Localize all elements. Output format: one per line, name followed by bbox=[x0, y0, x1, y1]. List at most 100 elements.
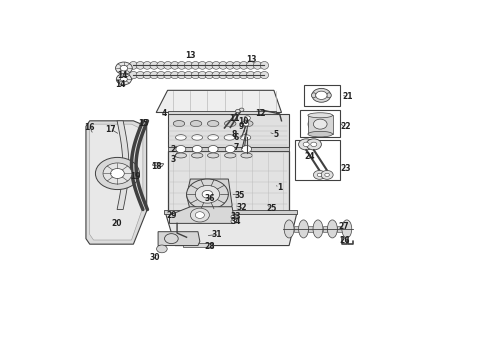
Ellipse shape bbox=[205, 72, 214, 79]
Circle shape bbox=[116, 62, 132, 74]
Circle shape bbox=[196, 185, 220, 203]
Polygon shape bbox=[308, 115, 333, 134]
Ellipse shape bbox=[233, 72, 241, 79]
Text: 33: 33 bbox=[231, 212, 241, 221]
Text: 22: 22 bbox=[340, 122, 350, 131]
Circle shape bbox=[202, 190, 213, 198]
Ellipse shape bbox=[219, 72, 227, 79]
Polygon shape bbox=[90, 124, 143, 240]
Text: 31: 31 bbox=[212, 230, 222, 239]
FancyBboxPatch shape bbox=[295, 140, 341, 180]
Polygon shape bbox=[168, 151, 289, 212]
Ellipse shape bbox=[157, 72, 165, 79]
Polygon shape bbox=[152, 162, 164, 167]
Text: 15: 15 bbox=[138, 119, 148, 128]
Circle shape bbox=[196, 212, 204, 219]
Circle shape bbox=[190, 208, 209, 222]
Text: 13: 13 bbox=[246, 55, 256, 64]
Ellipse shape bbox=[212, 62, 220, 69]
Ellipse shape bbox=[284, 220, 294, 238]
Ellipse shape bbox=[240, 62, 248, 69]
Circle shape bbox=[225, 145, 235, 153]
Ellipse shape bbox=[226, 62, 234, 69]
Text: 12: 12 bbox=[255, 109, 266, 118]
Circle shape bbox=[308, 115, 332, 133]
Circle shape bbox=[96, 157, 140, 190]
Polygon shape bbox=[156, 90, 281, 112]
Ellipse shape bbox=[260, 72, 269, 79]
Text: 18: 18 bbox=[151, 162, 162, 171]
Ellipse shape bbox=[233, 62, 241, 69]
Ellipse shape bbox=[327, 220, 337, 238]
Ellipse shape bbox=[253, 72, 262, 79]
Text: 9: 9 bbox=[239, 122, 244, 131]
FancyBboxPatch shape bbox=[303, 85, 340, 105]
Text: 14: 14 bbox=[115, 80, 125, 89]
Polygon shape bbox=[323, 226, 327, 232]
Ellipse shape bbox=[240, 135, 251, 140]
Ellipse shape bbox=[208, 135, 219, 140]
Text: 6: 6 bbox=[233, 133, 239, 142]
Ellipse shape bbox=[175, 135, 186, 140]
Text: 2: 2 bbox=[171, 145, 176, 154]
Ellipse shape bbox=[192, 153, 203, 158]
Text: 23: 23 bbox=[340, 164, 350, 173]
Ellipse shape bbox=[205, 62, 214, 69]
Polygon shape bbox=[117, 121, 129, 210]
Circle shape bbox=[316, 91, 327, 99]
Ellipse shape bbox=[157, 62, 165, 69]
Polygon shape bbox=[168, 114, 289, 147]
Circle shape bbox=[176, 145, 186, 153]
Ellipse shape bbox=[246, 72, 255, 79]
Ellipse shape bbox=[190, 121, 202, 127]
Circle shape bbox=[317, 173, 322, 176]
Text: 28: 28 bbox=[204, 242, 215, 251]
Ellipse shape bbox=[184, 62, 193, 69]
Circle shape bbox=[306, 139, 321, 150]
Circle shape bbox=[239, 108, 244, 111]
Circle shape bbox=[298, 139, 314, 150]
Text: 35: 35 bbox=[235, 190, 245, 199]
Ellipse shape bbox=[198, 62, 206, 69]
Text: 1: 1 bbox=[277, 183, 282, 192]
Polygon shape bbox=[164, 210, 297, 214]
Text: 25: 25 bbox=[267, 204, 277, 213]
Ellipse shape bbox=[246, 62, 255, 69]
Text: 7: 7 bbox=[233, 143, 239, 152]
Text: 19: 19 bbox=[130, 172, 141, 181]
Ellipse shape bbox=[143, 62, 151, 69]
Ellipse shape bbox=[136, 72, 145, 79]
Circle shape bbox=[244, 122, 249, 126]
Text: 24: 24 bbox=[305, 152, 315, 161]
Ellipse shape bbox=[136, 62, 145, 69]
Circle shape bbox=[111, 168, 124, 179]
Polygon shape bbox=[131, 121, 147, 210]
Ellipse shape bbox=[171, 72, 179, 79]
Circle shape bbox=[208, 145, 218, 153]
Circle shape bbox=[314, 119, 327, 129]
Circle shape bbox=[231, 215, 237, 219]
Text: 8: 8 bbox=[231, 130, 237, 139]
Ellipse shape bbox=[177, 62, 186, 69]
Circle shape bbox=[120, 66, 128, 71]
Text: 5: 5 bbox=[273, 130, 278, 139]
Text: 26: 26 bbox=[339, 236, 349, 245]
Polygon shape bbox=[337, 226, 342, 232]
Ellipse shape bbox=[241, 153, 252, 158]
Ellipse shape bbox=[177, 72, 186, 79]
Polygon shape bbox=[168, 111, 276, 114]
Circle shape bbox=[157, 245, 167, 253]
Polygon shape bbox=[187, 179, 232, 211]
Ellipse shape bbox=[143, 72, 151, 79]
Ellipse shape bbox=[327, 93, 331, 98]
Circle shape bbox=[103, 163, 132, 184]
Ellipse shape bbox=[173, 121, 185, 127]
Ellipse shape bbox=[184, 72, 193, 79]
Circle shape bbox=[311, 142, 317, 147]
Circle shape bbox=[121, 77, 127, 82]
Ellipse shape bbox=[308, 113, 333, 118]
Ellipse shape bbox=[313, 220, 323, 238]
Text: 10: 10 bbox=[238, 117, 249, 126]
Ellipse shape bbox=[150, 72, 158, 79]
Circle shape bbox=[231, 219, 237, 223]
